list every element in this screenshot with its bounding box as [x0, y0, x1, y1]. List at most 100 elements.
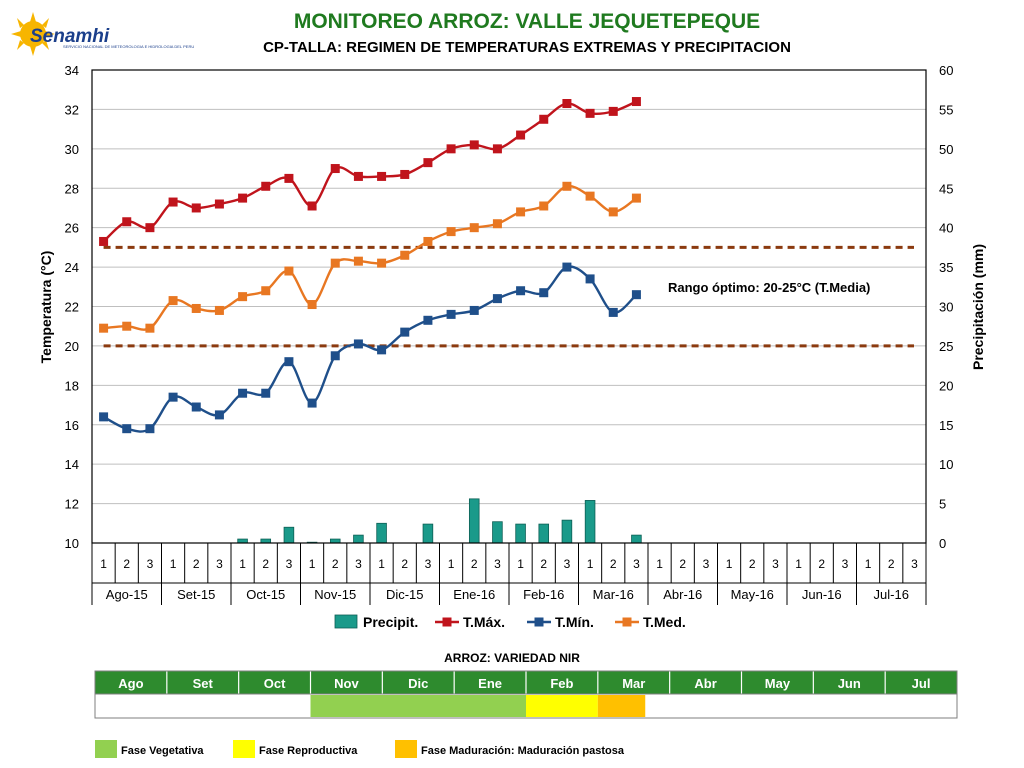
series-point: [238, 292, 248, 302]
x-dekad-label: 3: [286, 557, 293, 571]
x-dekad-label: 3: [564, 557, 571, 571]
legend-label: T.Med.: [643, 614, 686, 630]
phase-month-label: Ene: [478, 676, 502, 691]
series-point: [585, 274, 595, 284]
x-dekad-label: 3: [425, 557, 432, 571]
series-point: [631, 290, 641, 300]
y-tick-label: 26: [65, 221, 79, 236]
x-dekad-label: 3: [494, 557, 501, 571]
logo-name: Senamhi: [30, 26, 110, 47]
temperature-lines: [99, 97, 641, 434]
x-month-label: Jun-16: [802, 587, 842, 602]
y-tick-label: 22: [65, 300, 79, 315]
series-point: [284, 266, 294, 276]
x-dekad-label: 3: [772, 557, 779, 571]
series-point: [400, 250, 410, 260]
series-point: [631, 193, 641, 203]
series-point: [168, 392, 178, 402]
series-point: [446, 227, 456, 237]
y-tick-label: 14: [65, 457, 79, 472]
series-point: [516, 286, 526, 296]
series-point: [353, 256, 363, 266]
y2-tick-label: 15: [939, 418, 953, 433]
x-dekad-label: 2: [749, 557, 756, 571]
legend-marker: [534, 617, 544, 627]
phase-month-label: Oct: [264, 676, 286, 691]
series-point: [284, 357, 294, 367]
x-month-label: Nov-15: [314, 587, 356, 602]
phase-legend-swatch: [233, 740, 255, 758]
x-dekad-label: 2: [610, 557, 617, 571]
phase-month-label: Nov: [334, 676, 359, 691]
y-tick-label: 16: [65, 418, 79, 433]
phase-table: Ago Set Oct Nov Dic Ene Feb Mar Abr May Jun Jul: [94, 670, 958, 719]
x-dekad-label: 2: [679, 557, 686, 571]
series-point: [539, 114, 549, 124]
x-month-label: Ene-16: [453, 587, 495, 602]
x-month-label: May-16: [731, 587, 774, 602]
legend-label: Precipit.: [363, 614, 418, 630]
series-point: [400, 327, 410, 337]
y2-tick-label: 40: [939, 221, 953, 236]
phase-month-label: May: [765, 676, 791, 691]
optimal-range-annotation: Rango óptimo: 20-25°C (T.Media): [668, 280, 870, 295]
series-point: [377, 345, 387, 355]
series-point: [99, 412, 109, 422]
series-point: [122, 217, 132, 227]
series-point: [145, 323, 155, 333]
series-point: [608, 207, 618, 217]
phase-bar: [597, 695, 646, 717]
chart-legend: Precipit. T.Máx. T.Mín. T.Med.: [334, 614, 686, 630]
series-point: [168, 296, 178, 306]
y2-tick-label: 60: [939, 63, 953, 78]
series-point: [99, 236, 109, 246]
y-tick-label: 24: [65, 260, 79, 275]
series-point: [330, 258, 340, 268]
y-axis-label: Temperatura (°C): [38, 251, 54, 364]
x-dekad-label: 3: [355, 557, 362, 571]
series-point: [99, 323, 109, 333]
phase-month-label: Jun: [838, 676, 861, 691]
series-point: [562, 262, 572, 272]
x-dekad-label: 3: [703, 557, 710, 571]
series-point: [122, 424, 132, 434]
phase-month-label: Dic: [408, 676, 428, 691]
series-point: [469, 140, 479, 150]
x-dekad-label: 1: [239, 557, 246, 571]
x-dekad-label: 1: [865, 557, 872, 571]
x-dekad-label: 1: [448, 557, 455, 571]
phase-month-label: Set: [193, 676, 214, 691]
series-point: [492, 144, 502, 154]
precip-bar: [376, 522, 387, 544]
series-point: [353, 339, 363, 349]
x-dekad-label: 2: [471, 557, 478, 571]
phase-legend-swatch: [395, 740, 417, 758]
y-tick-label: 10: [65, 536, 79, 551]
legend-label: T.Mín.: [555, 614, 594, 630]
y-tick-label: 18: [65, 378, 79, 393]
x-dekad-label: 1: [587, 557, 594, 571]
series-point: [307, 201, 317, 211]
phase-month-label: Feb: [550, 676, 573, 691]
x-dekad-label: 2: [818, 557, 825, 571]
series-point: [469, 305, 479, 315]
x-dekad-label: 2: [193, 557, 200, 571]
series-point: [446, 309, 456, 319]
y-axis-right-ticks: 0 5 10 15 20 25 30 35 40 45 50 55 60: [939, 63, 953, 551]
logo-subtitle: SERVICIO NACIONAL DE METEOROLOGIA E HIDR…: [63, 44, 194, 49]
x-month-label: Abr-16: [663, 587, 702, 602]
series-point: [539, 201, 549, 211]
precip-bar: [353, 534, 364, 544]
series-point: [238, 193, 248, 203]
x-month-label: Feb-16: [523, 587, 564, 602]
chart-title: MONITOREO ARROZ: VALLE JEQUETEPEQUE: [294, 10, 760, 33]
series-point: [585, 108, 595, 118]
x-dekad-label: 3: [147, 557, 154, 571]
y2-tick-label: 45: [939, 181, 953, 196]
precip-bar: [422, 523, 434, 544]
series-point: [261, 286, 271, 296]
y2-tick-label: 30: [939, 300, 953, 315]
precip-bar: [283, 526, 295, 544]
x-dekad-label: 2: [332, 557, 339, 571]
